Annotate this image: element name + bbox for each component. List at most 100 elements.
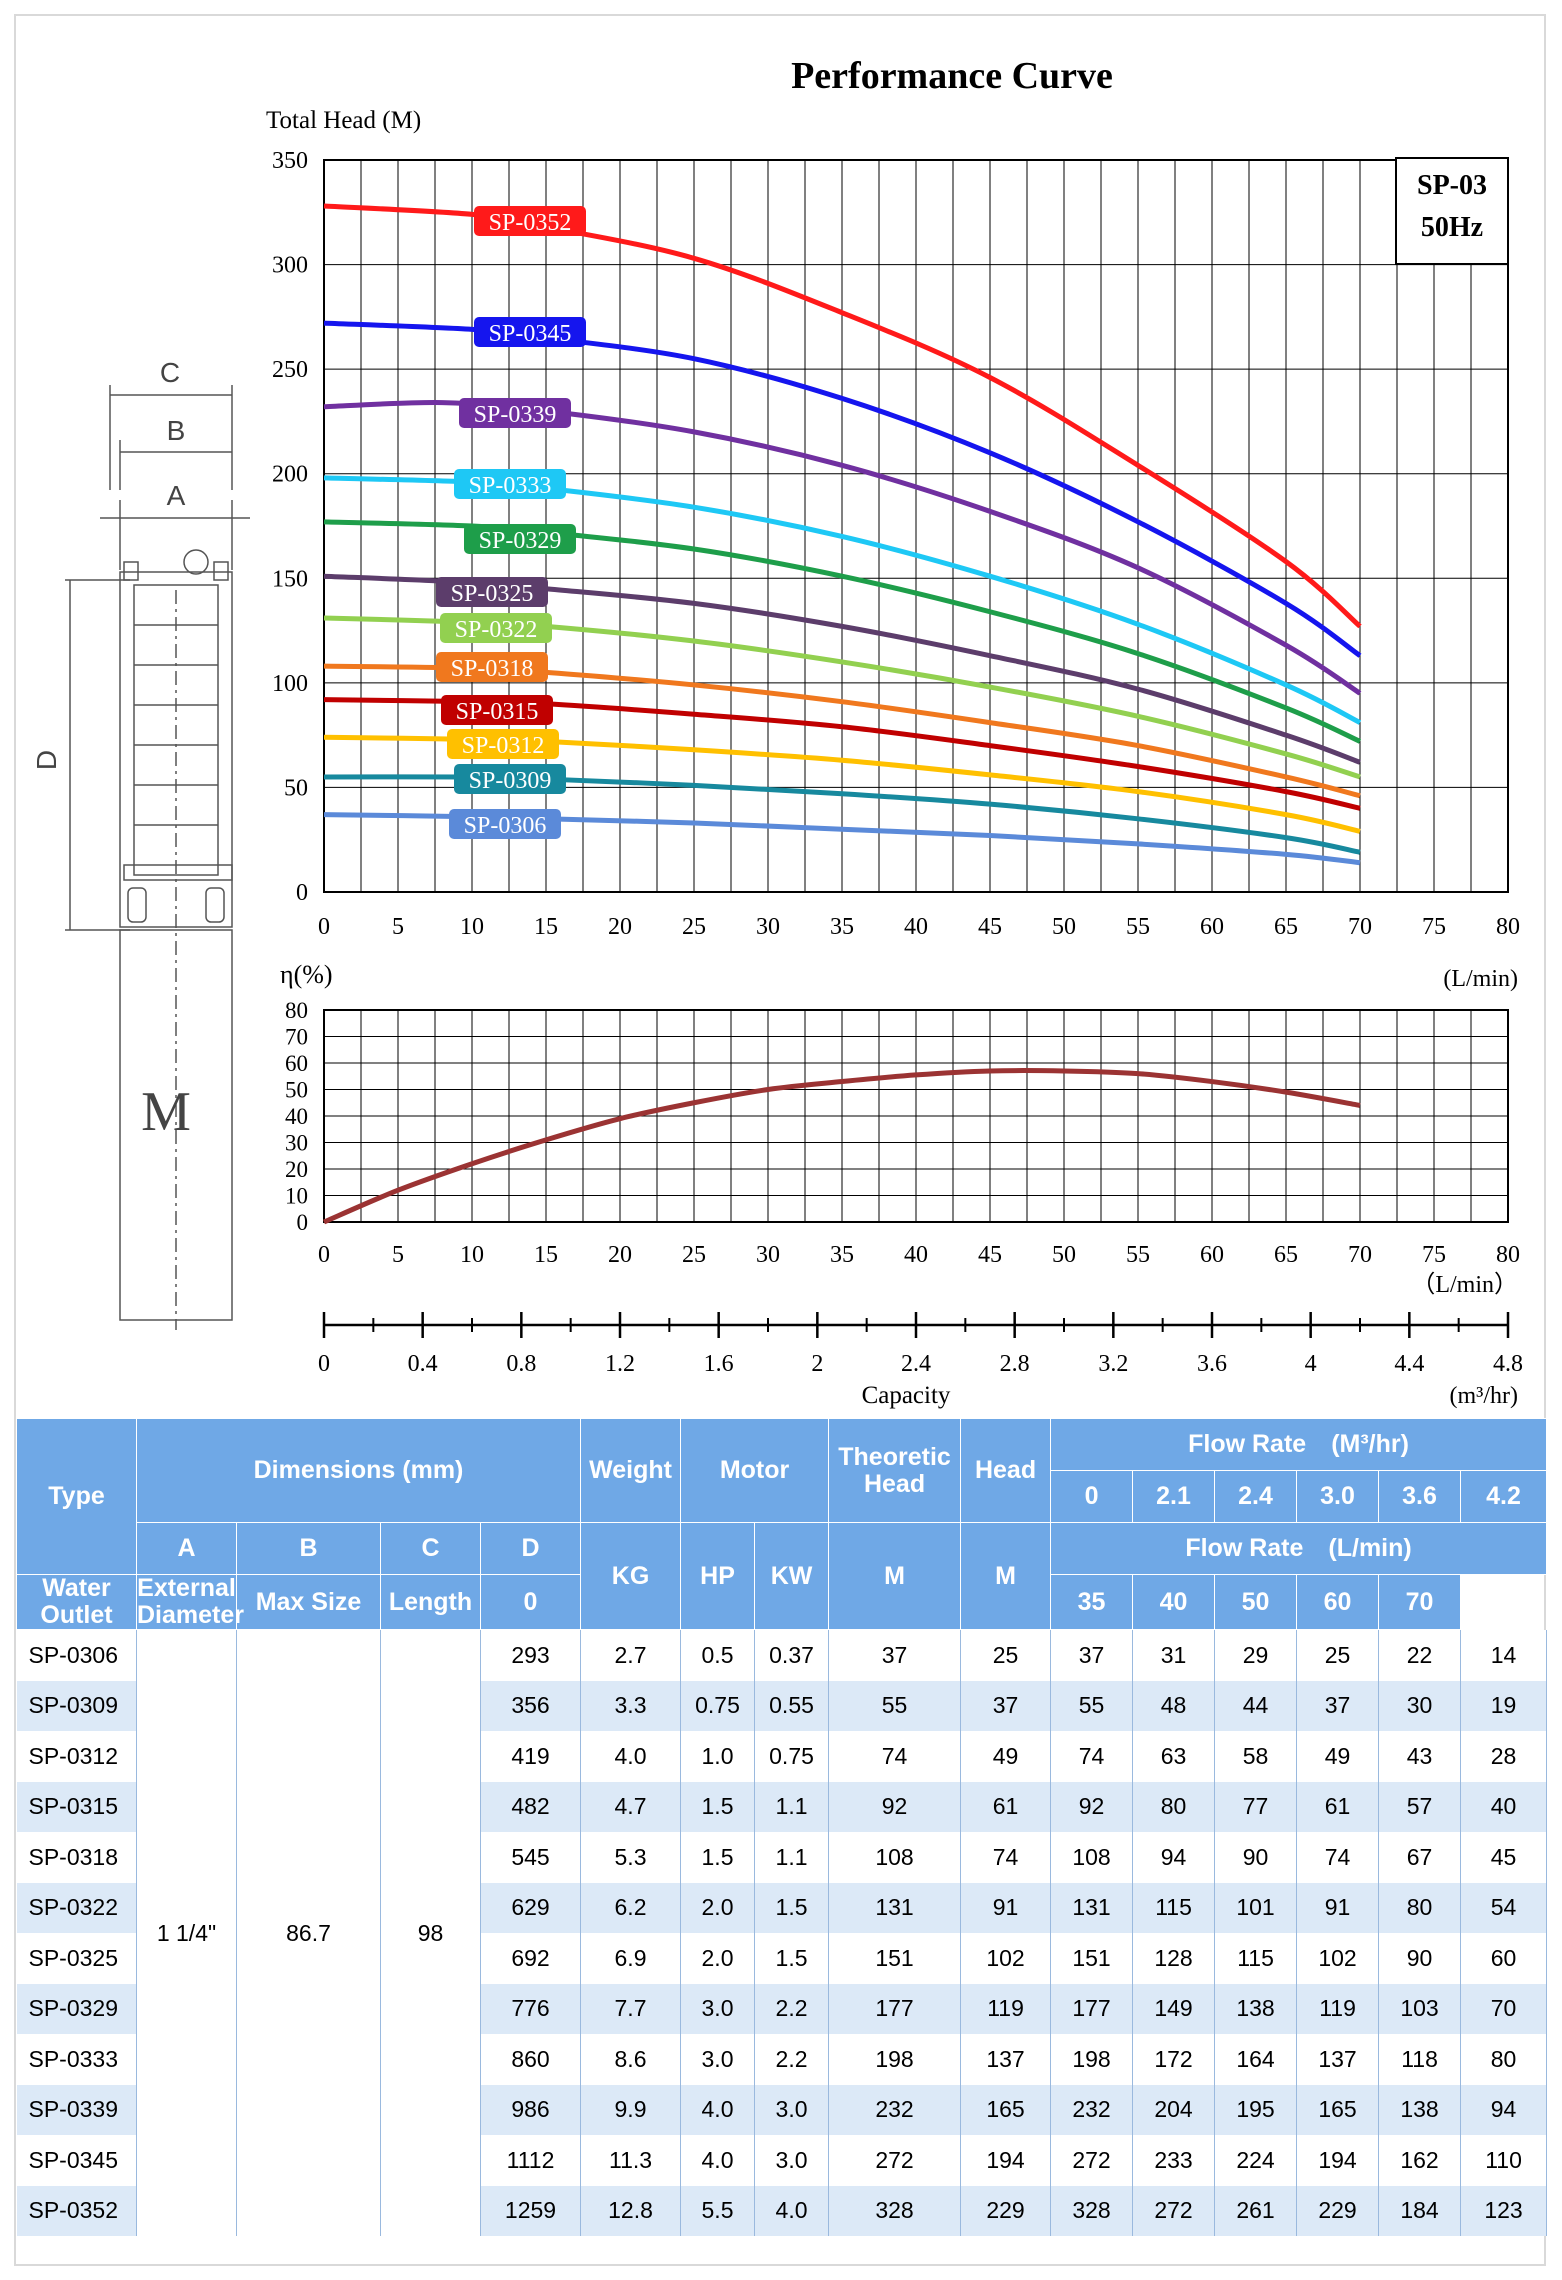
- header-flow-lmin-value: 0: [479, 1574, 582, 1630]
- cell-flow-value: 115: [1214, 1933, 1298, 1984]
- cell-type: SP-0315: [16, 1781, 137, 1832]
- cell-type: SP-0329: [16, 1983, 137, 2034]
- cell-kw: 2.2: [754, 1983, 830, 2034]
- chart-title: Performance Curve: [791, 55, 1113, 97]
- cell-head: 102: [960, 1933, 1052, 1984]
- header-kw: KW: [754, 1522, 830, 1630]
- head-x-tick-label: 60: [1200, 914, 1224, 940]
- eff-y-tick-label: 50: [285, 1078, 308, 1103]
- head-y-axis-label: Total Head (M): [266, 107, 421, 134]
- cell-theoretic-head: 74: [828, 1731, 962, 1782]
- dim-label-a: A: [167, 480, 186, 511]
- cell-length: 776: [480, 1983, 582, 2034]
- cell-flow-value: 229: [1296, 2185, 1380, 2236]
- header-dimensions: Dimensions (mm): [135, 1418, 582, 1523]
- cell-type: SP-0306: [16, 1629, 137, 1681]
- efficiency-curve: [323, 1068, 1361, 1225]
- cell-hp: 3.0: [680, 1983, 756, 2034]
- eff-x-tick-label: 0: [318, 1242, 330, 1268]
- cell-weight: 9.9: [580, 2084, 682, 2135]
- cell-head: 137: [960, 2034, 1052, 2085]
- cell-flow-value: 272: [1132, 2185, 1216, 2236]
- eff-x-tick-label: 60: [1200, 1242, 1224, 1268]
- header-head: Head: [960, 1418, 1052, 1523]
- header-flow-lmin: Flow Rate (L/min): [1050, 1522, 1548, 1575]
- header-weight: Weight: [580, 1418, 682, 1523]
- series-label-sp-0333: SP-0333: [469, 473, 552, 499]
- series-label-bg: [447, 729, 559, 759]
- cell-flow-value: 80: [1378, 1882, 1462, 1933]
- cell-flow-value: 151: [1050, 1933, 1134, 1984]
- capacity-tick-label: 3.2: [1098, 1351, 1128, 1377]
- eff-x-tick-label: 45: [978, 1242, 1002, 1268]
- efficiency-chart: 0 5 10 15 20 25 30 35 40 45 50 55 60 65 70 75 8001020304…: [280, 960, 1520, 1298]
- header-flow-m3-value: 3.0: [1296, 1470, 1380, 1523]
- cell-flow-value: 165: [1296, 2084, 1380, 2135]
- head-x-tick-label: 35: [830, 914, 854, 940]
- capacity-scale: 0 0.4 0.8 1.2 1.6 2 2.4 2.8 3.2 3.6 4 4.4 4.8 Capacit…: [318, 1312, 1523, 1409]
- eff-y-tick-label: 20: [285, 1157, 308, 1182]
- capacity-tick-label: 1.6: [704, 1351, 734, 1377]
- cell-flow-value: 80: [1460, 2034, 1548, 2085]
- cell-flow-value: 118: [1378, 2034, 1462, 2085]
- table-row: SP-0352 1259 12.8 5.5 4.0 328 229 328 272 261 229 1…: [16, 2185, 1548, 2236]
- header-theoretic-m: M: [828, 1522, 962, 1630]
- head-x-tick-label: 20: [608, 914, 632, 940]
- cell-hp: 5.5: [680, 2185, 756, 2236]
- cell-theoretic-head: 151: [828, 1933, 962, 1984]
- cell-flow-value: 61: [1296, 1781, 1380, 1832]
- head-y-tick-label: 0: [296, 880, 308, 906]
- cell-flow-value: 37: [1296, 1680, 1380, 1731]
- cell-dim-b: 86.7: [236, 1629, 381, 2236]
- eff-x-axis-label: （L/min）: [1411, 1272, 1518, 1298]
- cell-flow-value: 25: [1296, 1629, 1380, 1681]
- cell-flow-value: 115: [1132, 1882, 1216, 1933]
- cell-flow-value: 177: [1050, 1983, 1134, 2034]
- series-label-bg: [436, 577, 548, 607]
- cell-flow-value: 90: [1214, 1832, 1298, 1883]
- head-y-tick-label: 250: [272, 357, 308, 383]
- cell-flow-value: 54: [1460, 1882, 1548, 1933]
- head-x-tick-label: 15: [534, 914, 558, 940]
- eff-y-tick-label: 10: [285, 1184, 308, 1209]
- head-chart: 0 5 10 15 20 25 30 35 40 45 50 55 60 65 70 75 80 0 50 100 15…: [266, 107, 1520, 992]
- cell-length: 356: [480, 1680, 582, 1731]
- header-flow-lmin-value: 35: [1050, 1574, 1134, 1630]
- table-row: SP-0329 776 7.7 3.0 2.2 177 119 177 149 138 119 103…: [16, 1983, 1548, 2034]
- cell-flow-value: 128: [1132, 1933, 1216, 1984]
- head-y-tick-label: 100: [272, 671, 308, 697]
- cell-kw: 3.0: [754, 2135, 830, 2186]
- cell-hp: 2.0: [680, 1882, 756, 1933]
- cell-flow-value: 261: [1214, 2185, 1298, 2236]
- cell-weight: 6.9: [580, 1933, 682, 1984]
- badge-series-text: SP-03: [1417, 170, 1487, 201]
- cell-flow-value: 90: [1378, 1933, 1462, 1984]
- capacity-tick-label: 3.6: [1197, 1351, 1227, 1377]
- cell-kw: 3.0: [754, 2084, 830, 2135]
- cell-flow-value: 110: [1460, 2135, 1548, 2186]
- eff-x-tick-label: 40: [904, 1242, 928, 1268]
- cell-flow-value: 101: [1214, 1882, 1298, 1933]
- cell-flow-value: 328: [1050, 2185, 1134, 2236]
- eff-x-tick-label: 20: [608, 1242, 632, 1268]
- series-label-bg: [474, 206, 586, 236]
- cell-flow-value: 138: [1214, 1983, 1298, 2034]
- table-row: SP-0315 482 4.7 1.5 1.1 92 61 92 80 77 61 57 40: [16, 1781, 1548, 1832]
- capacity-tick-label: 2.4: [901, 1351, 931, 1377]
- table-row: SP-0312 419 4.0 1.0 0.75 74 49 74 63 58 49 43 28: [16, 1731, 1548, 1782]
- cell-flow-value: 233: [1132, 2135, 1216, 2186]
- cell-flow-value: 40: [1460, 1781, 1548, 1832]
- header-flow-m3-value: 3.6: [1378, 1470, 1462, 1523]
- cell-head: 229: [960, 2185, 1052, 2236]
- eff-x-tick-label: 75: [1422, 1242, 1446, 1268]
- eff-y-tick-label: 0: [297, 1210, 309, 1235]
- series-label-sp-0345: SP-0345: [489, 321, 572, 347]
- series-label-sp-0312: SP-0312: [462, 733, 545, 759]
- pump-drawing: C B A D M: [31, 357, 250, 1330]
- page-frame: [14, 14, 1546, 2266]
- cell-flow-value: 232: [1050, 2084, 1134, 2135]
- cell-flow-value: 198: [1050, 2034, 1134, 2085]
- capacity-tick-label: 0.8: [506, 1351, 536, 1377]
- cell-head: 61: [960, 1781, 1052, 1832]
- cell-flow-value: 30: [1378, 1680, 1462, 1731]
